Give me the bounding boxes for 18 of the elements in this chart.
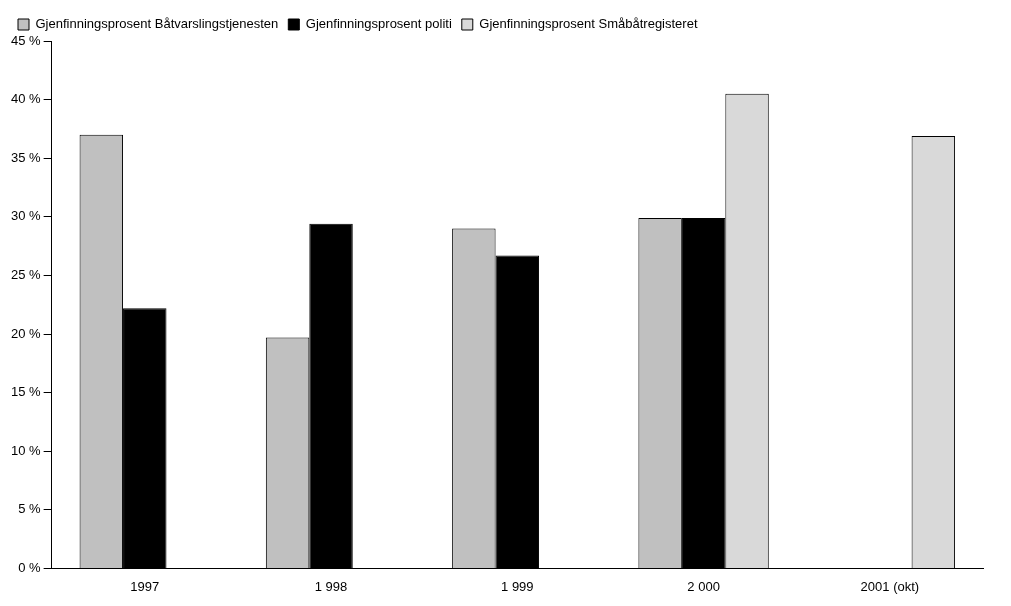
legend-label: Gjenfinningsprosent Småbåtregisteret [479,16,698,32]
x-tick-label: 1 998 [314,578,348,594]
y-tick-label: 30 % [10,208,42,224]
x-tick-label: 1 999 [501,578,534,594]
x-tick-label: 1997 [130,578,160,594]
y-tick-label: 10 % [10,442,42,458]
y-tick-label: 0 % [18,559,42,575]
y-tick-label: 20 % [10,325,42,341]
legend-label: Gjenfinningsprosent Båtvarslingstjenesten [35,16,279,32]
y-tick-label: 5 % [18,501,42,517]
legend-label: Gjenfinningsprosent politi [305,16,452,32]
x-tick-label: 2 000 [687,578,720,594]
y-tick-label: 15 % [10,384,42,400]
y-tick-label: 35 % [10,149,42,165]
y-tick-label: 45 % [10,32,42,48]
y-tick-label: 25 % [10,266,42,282]
y-tick-label: 40 % [10,91,42,107]
x-tick-label: 2001 (okt) [860,578,920,594]
